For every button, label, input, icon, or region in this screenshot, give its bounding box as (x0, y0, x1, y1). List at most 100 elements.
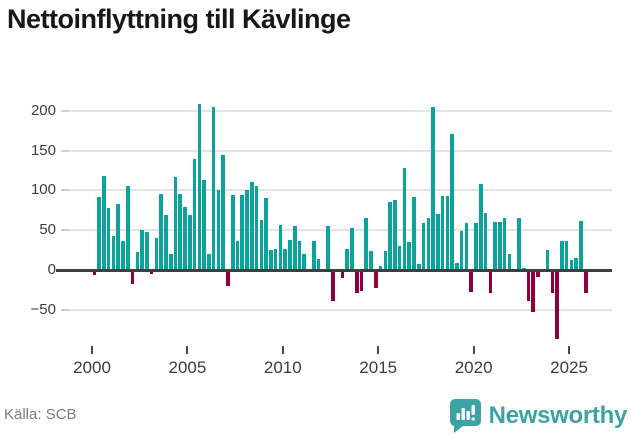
bar-positive (245, 190, 249, 271)
bar-positive (183, 207, 187, 271)
x-axis-tick (472, 346, 475, 354)
y-axis-tick (56, 268, 66, 272)
bar-positive (273, 248, 278, 271)
page-title: Nettoinflyttning till Kävlinge (7, 4, 351, 34)
bar-negative (149, 270, 154, 275)
y-axis-tick (61, 229, 69, 232)
bar-positive (202, 180, 206, 271)
bar-positive (407, 241, 412, 271)
x-axis-label: 2025 (550, 358, 588, 377)
zero-line (62, 268, 612, 272)
gridline (62, 229, 612, 232)
bar-positive (173, 176, 178, 271)
bar-positive (316, 259, 321, 271)
gridline (62, 189, 612, 192)
bar-positive (397, 246, 402, 271)
bar-positive (507, 253, 512, 271)
bar-negative (340, 270, 345, 279)
bar-positive (269, 249, 273, 271)
y-axis-tick (61, 109, 69, 112)
bar-positive (350, 227, 354, 271)
bar-positive (207, 254, 211, 271)
bar-positive (569, 259, 574, 271)
bar-positive (416, 263, 421, 271)
bar-positive (545, 249, 550, 271)
x-axis-tick (186, 346, 189, 354)
x-axis-tick (91, 346, 93, 354)
bar-positive (192, 158, 197, 271)
bar-positive (254, 186, 259, 271)
x-axis-label: 2000 (73, 358, 111, 377)
bar-positive (464, 223, 469, 271)
bar-positive (140, 230, 144, 271)
bar-positive (455, 263, 459, 271)
bar-positive (187, 215, 192, 271)
bar-negative (374, 270, 378, 288)
bar-positive (364, 218, 369, 271)
bar-positive (498, 221, 502, 271)
bar-positive (250, 182, 254, 271)
x-axis-tick (568, 346, 571, 354)
source-label: Källa: SCB (4, 406, 77, 423)
y-axis-tick (61, 189, 69, 192)
y-axis-label: 0 (47, 261, 56, 279)
bar-positive (421, 223, 426, 271)
bar-positive (459, 231, 464, 271)
newsworthy-logo: Newsworthy (449, 398, 627, 433)
bar-negative (555, 270, 559, 339)
y-axis-label: 100 (30, 181, 56, 199)
bar-negative (331, 270, 335, 301)
bar-positive (154, 238, 159, 271)
bar-positive (436, 213, 440, 271)
bar-positive (292, 226, 297, 271)
bar-positive (579, 220, 583, 271)
newsworthy-badge-icon (449, 399, 481, 433)
bar-negative (130, 270, 135, 284)
x-axis-tick (281, 346, 284, 354)
y-axis-tick (61, 149, 69, 152)
bar-positive (412, 196, 416, 271)
bar-positive (378, 265, 383, 271)
x-axis-tick (377, 346, 380, 354)
bar-positive (326, 225, 330, 271)
bar-negative (359, 270, 364, 292)
bar-positive (216, 190, 221, 271)
bar-positive (283, 248, 287, 271)
bar-positive (369, 251, 373, 271)
gridline (62, 309, 612, 312)
bar-positive (97, 196, 101, 271)
bar-positive (493, 222, 497, 271)
y-axis-label: 50 (39, 221, 56, 239)
bar-positive (259, 219, 264, 271)
bar-positive (402, 168, 407, 271)
bar-positive (178, 194, 183, 271)
bar-positive (145, 231, 149, 271)
bar-positive (478, 184, 483, 271)
bar-positive (431, 106, 435, 271)
bar-negative (469, 270, 474, 292)
bar-positive (502, 217, 507, 271)
bar-negative (488, 270, 493, 293)
bar-positive (474, 223, 478, 271)
gridline (62, 109, 612, 112)
bar-positive (164, 215, 168, 271)
bar-positive (564, 240, 569, 271)
bar-positive (302, 254, 307, 271)
bar-positive (235, 240, 240, 271)
bar-positive (440, 196, 445, 271)
bar-positive (483, 212, 488, 271)
y-axis-label: −50 (30, 301, 56, 319)
bar-positive (297, 240, 302, 271)
bar-positive (450, 133, 454, 271)
bar-positive (560, 240, 564, 271)
bar-positive (159, 193, 163, 271)
bar-positive (125, 186, 130, 271)
bar-positive (445, 196, 450, 271)
x-axis-label: 2005 (168, 358, 207, 377)
bar-positive (288, 239, 292, 271)
bar-positive (102, 176, 106, 271)
bar-positive (574, 257, 578, 271)
bar-positive (116, 204, 121, 271)
